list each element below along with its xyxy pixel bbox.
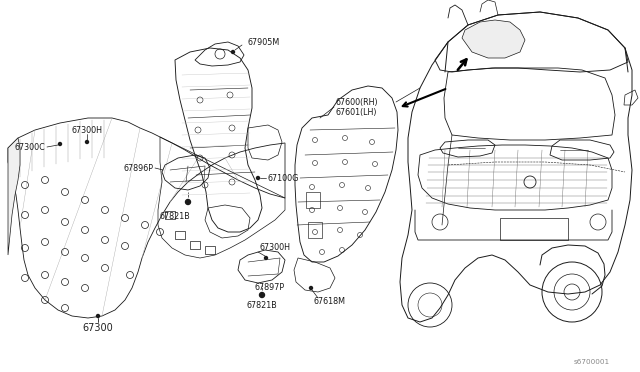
Text: 67601(LH): 67601(LH) (336, 108, 378, 116)
Text: 67618M: 67618M (314, 298, 346, 307)
Text: 67821B: 67821B (159, 212, 190, 221)
Bar (306, 192, 320, 208)
Text: 67905M: 67905M (248, 38, 280, 46)
Circle shape (264, 257, 268, 260)
Bar (500, 218, 568, 240)
Text: 67896P: 67896P (123, 164, 153, 173)
Polygon shape (8, 138, 20, 255)
Text: 67600(RH): 67600(RH) (336, 97, 379, 106)
Circle shape (58, 142, 61, 145)
Circle shape (86, 141, 88, 144)
Polygon shape (462, 20, 525, 58)
Circle shape (259, 292, 264, 298)
Text: s6700001: s6700001 (574, 359, 610, 365)
Circle shape (232, 51, 234, 54)
Bar (165, 211, 175, 219)
Text: 67300H: 67300H (72, 125, 102, 135)
Bar (308, 222, 322, 238)
Text: 67300: 67300 (83, 323, 113, 333)
Circle shape (186, 199, 191, 205)
Circle shape (97, 314, 99, 317)
Text: 67300C: 67300C (14, 142, 45, 151)
Bar (205, 246, 215, 254)
Circle shape (257, 176, 259, 180)
Bar (175, 231, 185, 239)
Circle shape (310, 286, 312, 289)
Text: 67300H: 67300H (260, 244, 291, 253)
Text: 67821B: 67821B (246, 301, 277, 310)
Text: 67100G: 67100G (268, 173, 300, 183)
Text: 67897P: 67897P (255, 282, 285, 292)
Bar (190, 241, 200, 249)
